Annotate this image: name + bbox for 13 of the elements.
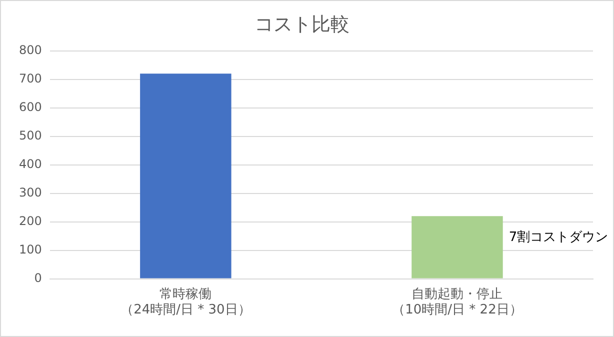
y-tick-label: 100 <box>19 242 42 256</box>
y-tick-label: 200 <box>19 214 42 228</box>
y-tick-label: 400 <box>19 156 42 171</box>
y-tick-label: 800 <box>19 42 42 57</box>
x-tick-label: 自動起動・停止（10時間/日 * 22日） <box>392 286 522 318</box>
y-tick-label: 700 <box>19 71 42 86</box>
y-tick-label: 0 <box>34 270 42 285</box>
chart-title: コスト比較 <box>254 13 350 36</box>
x-tick-label: 常時稼働（24時間/日 * 30日） <box>120 286 251 318</box>
y-tick-label: 500 <box>19 128 42 142</box>
annotation: 7割コストダウン <box>508 230 608 246</box>
y-tick-label: 300 <box>19 185 42 200</box>
y-tick-label: 600 <box>19 100 42 114</box>
